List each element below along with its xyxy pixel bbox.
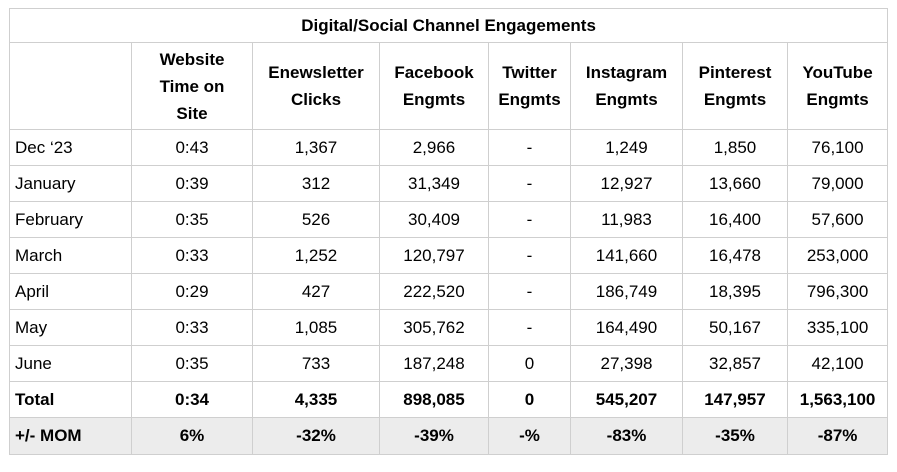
mom-website-time: 6% bbox=[131, 417, 253, 455]
table-row: April 0:29 427 222,520 - 186,749 18,395 … bbox=[9, 273, 889, 310]
mom-enewsletter-clicks: -32% bbox=[252, 417, 380, 455]
row-label: March bbox=[9, 237, 132, 274]
table-row: January 0:39 312 31,349 - 12,927 13,660 … bbox=[9, 165, 889, 202]
table-row: June 0:35 733 187,248 0 27,398 32,857 42… bbox=[9, 345, 889, 382]
cell-instagram-engmts: 11,983 bbox=[570, 201, 683, 238]
header-facebook-engmts: Facebook Engmts bbox=[379, 42, 489, 130]
cell-website-time: 0:33 bbox=[131, 237, 253, 274]
total-facebook-engmts: 898,085 bbox=[379, 381, 489, 418]
cell-enewsletter-clicks: 733 bbox=[252, 345, 380, 382]
header-corner-cell bbox=[9, 42, 132, 130]
engagements-table-wrapper: Digital/Social Channel Engagements Websi… bbox=[8, 8, 889, 455]
row-label: April bbox=[9, 273, 132, 310]
total-youtube-engmts: 1,563,100 bbox=[786, 381, 889, 418]
cell-enewsletter-clicks: 1,367 bbox=[252, 129, 380, 166]
row-label: January bbox=[9, 165, 132, 202]
total-website-time: 0:34 bbox=[131, 381, 253, 418]
mom-twitter-engmts: -% bbox=[488, 417, 571, 455]
cell-enewsletter-clicks: 312 bbox=[252, 165, 380, 202]
cell-pinterest-engmts: 16,400 bbox=[682, 201, 788, 238]
cell-website-time: 0:39 bbox=[131, 165, 253, 202]
cell-pinterest-engmts: 18,395 bbox=[682, 273, 788, 310]
total-label: Total bbox=[9, 381, 132, 418]
cell-pinterest-engmts: 1,850 bbox=[682, 129, 788, 166]
cell-pinterest-engmts: 16,478 bbox=[682, 237, 788, 274]
total-pinterest-engmts: 147,957 bbox=[682, 381, 788, 418]
cell-pinterest-engmts: 13,660 bbox=[682, 165, 788, 202]
mom-pinterest-engmts: -35% bbox=[682, 417, 788, 455]
mom-instagram-engmts: -83% bbox=[570, 417, 683, 455]
mom-label: +/- MOM bbox=[9, 417, 132, 455]
table-row: May 0:33 1,085 305,762 - 164,490 50,167 … bbox=[9, 309, 889, 346]
mom-youtube-engmts: -87% bbox=[786, 417, 889, 455]
cell-facebook-engmts: 120,797 bbox=[379, 237, 489, 274]
table-title-row: Digital/Social Channel Engagements bbox=[8, 8, 889, 43]
cell-enewsletter-clicks: 427 bbox=[252, 273, 380, 310]
cell-youtube-engmts: 253,000 bbox=[786, 237, 889, 274]
cell-youtube-engmts: 796,300 bbox=[786, 273, 889, 310]
total-row: Total 0:34 4,335 898,085 0 545,207 147,9… bbox=[9, 381, 889, 418]
cell-enewsletter-clicks: 526 bbox=[252, 201, 380, 238]
cell-pinterest-engmts: 32,857 bbox=[682, 345, 788, 382]
cell-facebook-engmts: 2,966 bbox=[379, 129, 489, 166]
header-enewsletter-clicks: Enewsletter Clicks bbox=[252, 42, 380, 130]
mom-row: +/- MOM 6% -32% -39% -% -83% -35% -87% bbox=[9, 417, 889, 455]
cell-twitter-engmts: 0 bbox=[488, 345, 571, 382]
header-twitter-engmts: Twitter Engmts bbox=[488, 42, 571, 130]
row-label: May bbox=[9, 309, 132, 346]
cell-enewsletter-clicks: 1,085 bbox=[252, 309, 380, 346]
cell-pinterest-engmts: 50,167 bbox=[682, 309, 788, 346]
cell-website-time: 0:29 bbox=[131, 273, 253, 310]
cell-website-time: 0:35 bbox=[131, 345, 253, 382]
table-title: Digital/Social Channel Engagements bbox=[8, 8, 889, 43]
cell-instagram-engmts: 164,490 bbox=[570, 309, 683, 346]
cell-facebook-engmts: 31,349 bbox=[379, 165, 489, 202]
engagements-table: Digital/Social Channel Engagements Websi… bbox=[8, 8, 889, 455]
cell-twitter-engmts: - bbox=[488, 129, 571, 166]
cell-youtube-engmts: 76,100 bbox=[786, 129, 889, 166]
cell-instagram-engmts: 12,927 bbox=[570, 165, 683, 202]
table-row: February 0:35 526 30,409 - 11,983 16,400… bbox=[9, 201, 889, 238]
cell-twitter-engmts: - bbox=[488, 273, 571, 310]
header-website-time: Website Time on Site bbox=[131, 42, 253, 130]
cell-website-time: 0:35 bbox=[131, 201, 253, 238]
cell-youtube-engmts: 79,000 bbox=[786, 165, 889, 202]
cell-youtube-engmts: 335,100 bbox=[786, 309, 889, 346]
cell-twitter-engmts: - bbox=[488, 237, 571, 274]
cell-enewsletter-clicks: 1,252 bbox=[252, 237, 380, 274]
cell-website-time: 0:33 bbox=[131, 309, 253, 346]
total-instagram-engmts: 545,207 bbox=[570, 381, 683, 418]
cell-facebook-engmts: 222,520 bbox=[379, 273, 489, 310]
mom-facebook-engmts: -39% bbox=[379, 417, 489, 455]
total-enewsletter-clicks: 4,335 bbox=[252, 381, 380, 418]
header-pinterest-engmts: Pinterest Engmts bbox=[682, 42, 788, 130]
cell-twitter-engmts: - bbox=[488, 309, 571, 346]
header-instagram-engmts: Instagram Engmts bbox=[570, 42, 683, 130]
cell-instagram-engmts: 27,398 bbox=[570, 345, 683, 382]
cell-facebook-engmts: 187,248 bbox=[379, 345, 489, 382]
cell-instagram-engmts: 141,660 bbox=[570, 237, 683, 274]
cell-website-time: 0:43 bbox=[131, 129, 253, 166]
total-twitter-engmts: 0 bbox=[488, 381, 571, 418]
cell-youtube-engmts: 42,100 bbox=[786, 345, 889, 382]
cell-twitter-engmts: - bbox=[488, 201, 571, 238]
cell-instagram-engmts: 1,249 bbox=[570, 129, 683, 166]
cell-youtube-engmts: 57,600 bbox=[786, 201, 889, 238]
cell-facebook-engmts: 305,762 bbox=[379, 309, 489, 346]
cell-twitter-engmts: - bbox=[488, 165, 571, 202]
row-label: Dec ‘23 bbox=[9, 129, 132, 166]
cell-facebook-engmts: 30,409 bbox=[379, 201, 489, 238]
table-row: March 0:33 1,252 120,797 - 141,660 16,47… bbox=[9, 237, 889, 274]
row-label: June bbox=[9, 345, 132, 382]
cell-instagram-engmts: 186,749 bbox=[570, 273, 683, 310]
header-youtube-engmts: YouTube Engmts bbox=[786, 42, 889, 130]
row-label: February bbox=[9, 201, 132, 238]
table-row: Dec ‘23 0:43 1,367 2,966 - 1,249 1,850 7… bbox=[9, 129, 889, 166]
header-row: Website Time on Site Enewsletter Clicks … bbox=[9, 42, 889, 130]
